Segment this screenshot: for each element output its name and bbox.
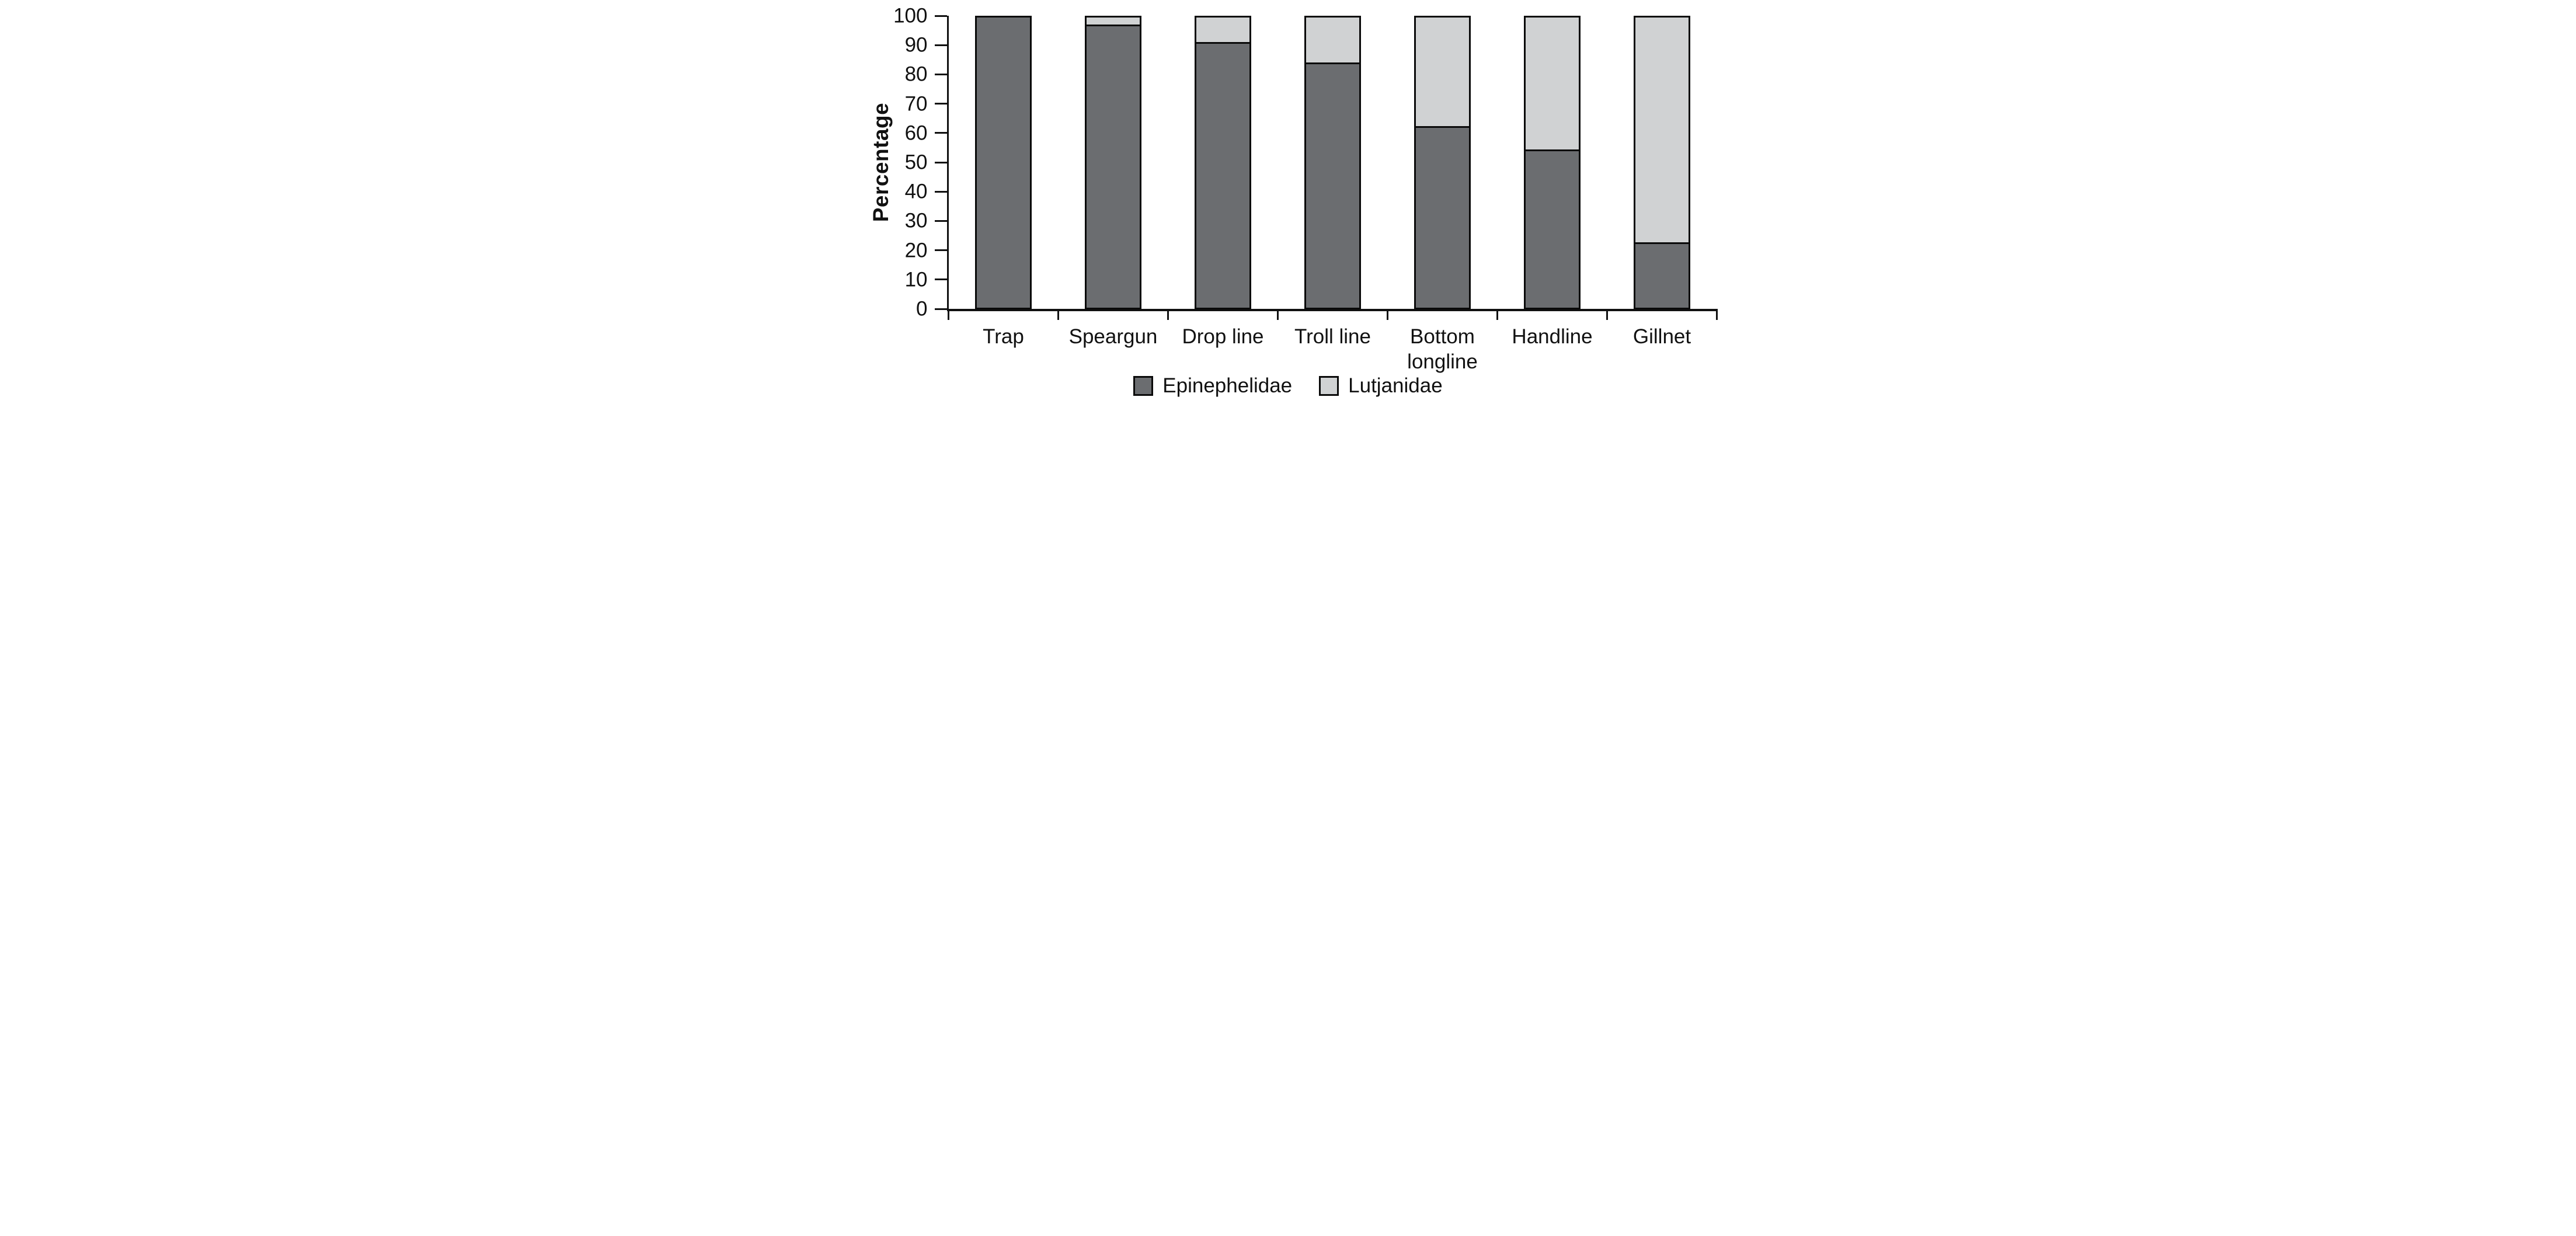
- legend-swatch-lutjanidae: [1319, 375, 1339, 396]
- y-tick-label-0: 0: [916, 297, 928, 321]
- y-tick-label-50: 50: [904, 151, 928, 174]
- bar-drop-line: [1195, 16, 1251, 309]
- y-tick-100: [934, 15, 947, 17]
- x-category-label-speargun: Speargun: [1068, 325, 1158, 348]
- segment-lutjanidae-drop-line: [1196, 18, 1249, 44]
- bar-trap: [975, 16, 1032, 309]
- y-tick-label-10: 10: [904, 268, 928, 291]
- segment-epinephelidae-speargun: [1087, 26, 1140, 308]
- x-category-label-drop-line: Drop line: [1182, 325, 1264, 348]
- y-tick-20: [934, 249, 947, 252]
- x-category-label-handline: Handline: [1512, 325, 1593, 348]
- x-category-label-troll-line: Troll line: [1294, 325, 1371, 348]
- segment-epinephelidae-trap: [977, 18, 1030, 308]
- y-tick-50: [934, 161, 947, 163]
- y-tick-90: [934, 44, 947, 46]
- segment-epinephelidae-bottom-longline: [1416, 127, 1469, 308]
- y-tick-label-40: 40: [904, 180, 928, 203]
- segment-lutjanidae-speargun: [1087, 18, 1140, 26]
- y-tick-label-90: 90: [904, 33, 928, 57]
- y-tick-label-60: 60: [904, 121, 928, 145]
- segment-epinephelidae-handline: [1526, 151, 1579, 308]
- legend-swatch-epinephelidae: [1133, 375, 1154, 396]
- bar-troll-line: [1304, 16, 1361, 309]
- x-category-label-trap: Trap: [983, 325, 1024, 348]
- bar-handline: [1524, 16, 1581, 309]
- y-tick-60: [934, 132, 947, 134]
- bar-bottom-longline: [1414, 16, 1471, 309]
- x-category-label-gillnet: Gillnet: [1632, 325, 1691, 348]
- x-tick-7: [1716, 311, 1718, 320]
- legend-label-lutjanidae: Lutjanidae: [1348, 374, 1443, 397]
- x-tick-4: [1387, 311, 1388, 320]
- y-tick-10: [934, 278, 947, 281]
- stacked-bar-chart: Percentage 0 10 20 30 40 50 60 70 80 90 100 Trap Sp…: [858, 0, 1718, 412]
- segment-epinephelidae-drop-line: [1196, 43, 1249, 308]
- x-tick-1: [1057, 311, 1059, 320]
- x-category-label-bottom-longline: Bottom longline: [1407, 325, 1478, 373]
- segment-epinephelidae-gillnet: [1635, 243, 1689, 308]
- legend-item-epinephelidae: Epinephelidae: [1133, 375, 1292, 396]
- y-tick-label-80: 80: [904, 62, 928, 86]
- bar-gillnet: [1634, 16, 1690, 309]
- y-tick-30: [934, 220, 947, 222]
- segment-epinephelidae-troll-line: [1306, 64, 1359, 308]
- y-tick-40: [934, 190, 947, 193]
- bar-speargun: [1085, 16, 1141, 309]
- segment-lutjanidae-bottom-longline: [1416, 18, 1469, 128]
- x-axis-line: [946, 309, 1718, 311]
- segment-lutjanidae-handline: [1526, 18, 1579, 151]
- legend-item-lutjanidae: Lutjanidae: [1319, 375, 1443, 396]
- legend: Epinephelidae Lutjanidae: [859, 375, 1718, 396]
- legend-label-epinephelidae: Epinephelidae: [1162, 374, 1293, 397]
- y-tick-label-20: 20: [904, 239, 928, 262]
- y-tick-label-30: 30: [904, 209, 928, 232]
- y-tick-label-70: 70: [904, 92, 928, 116]
- y-tick-70: [934, 103, 947, 105]
- y-tick-80: [934, 73, 947, 75]
- segment-lutjanidae-troll-line: [1306, 18, 1359, 64]
- y-tick-0: [934, 308, 947, 310]
- x-tick-2: [1167, 311, 1169, 320]
- x-tick-5: [1496, 311, 1498, 320]
- segment-lutjanidae-gillnet: [1635, 18, 1689, 244]
- y-axis-line: [946, 16, 949, 311]
- x-tick-3: [1277, 311, 1279, 320]
- x-tick-0: [948, 311, 949, 320]
- x-tick-6: [1606, 311, 1608, 320]
- y-tick-label-100: 100: [893, 4, 928, 27]
